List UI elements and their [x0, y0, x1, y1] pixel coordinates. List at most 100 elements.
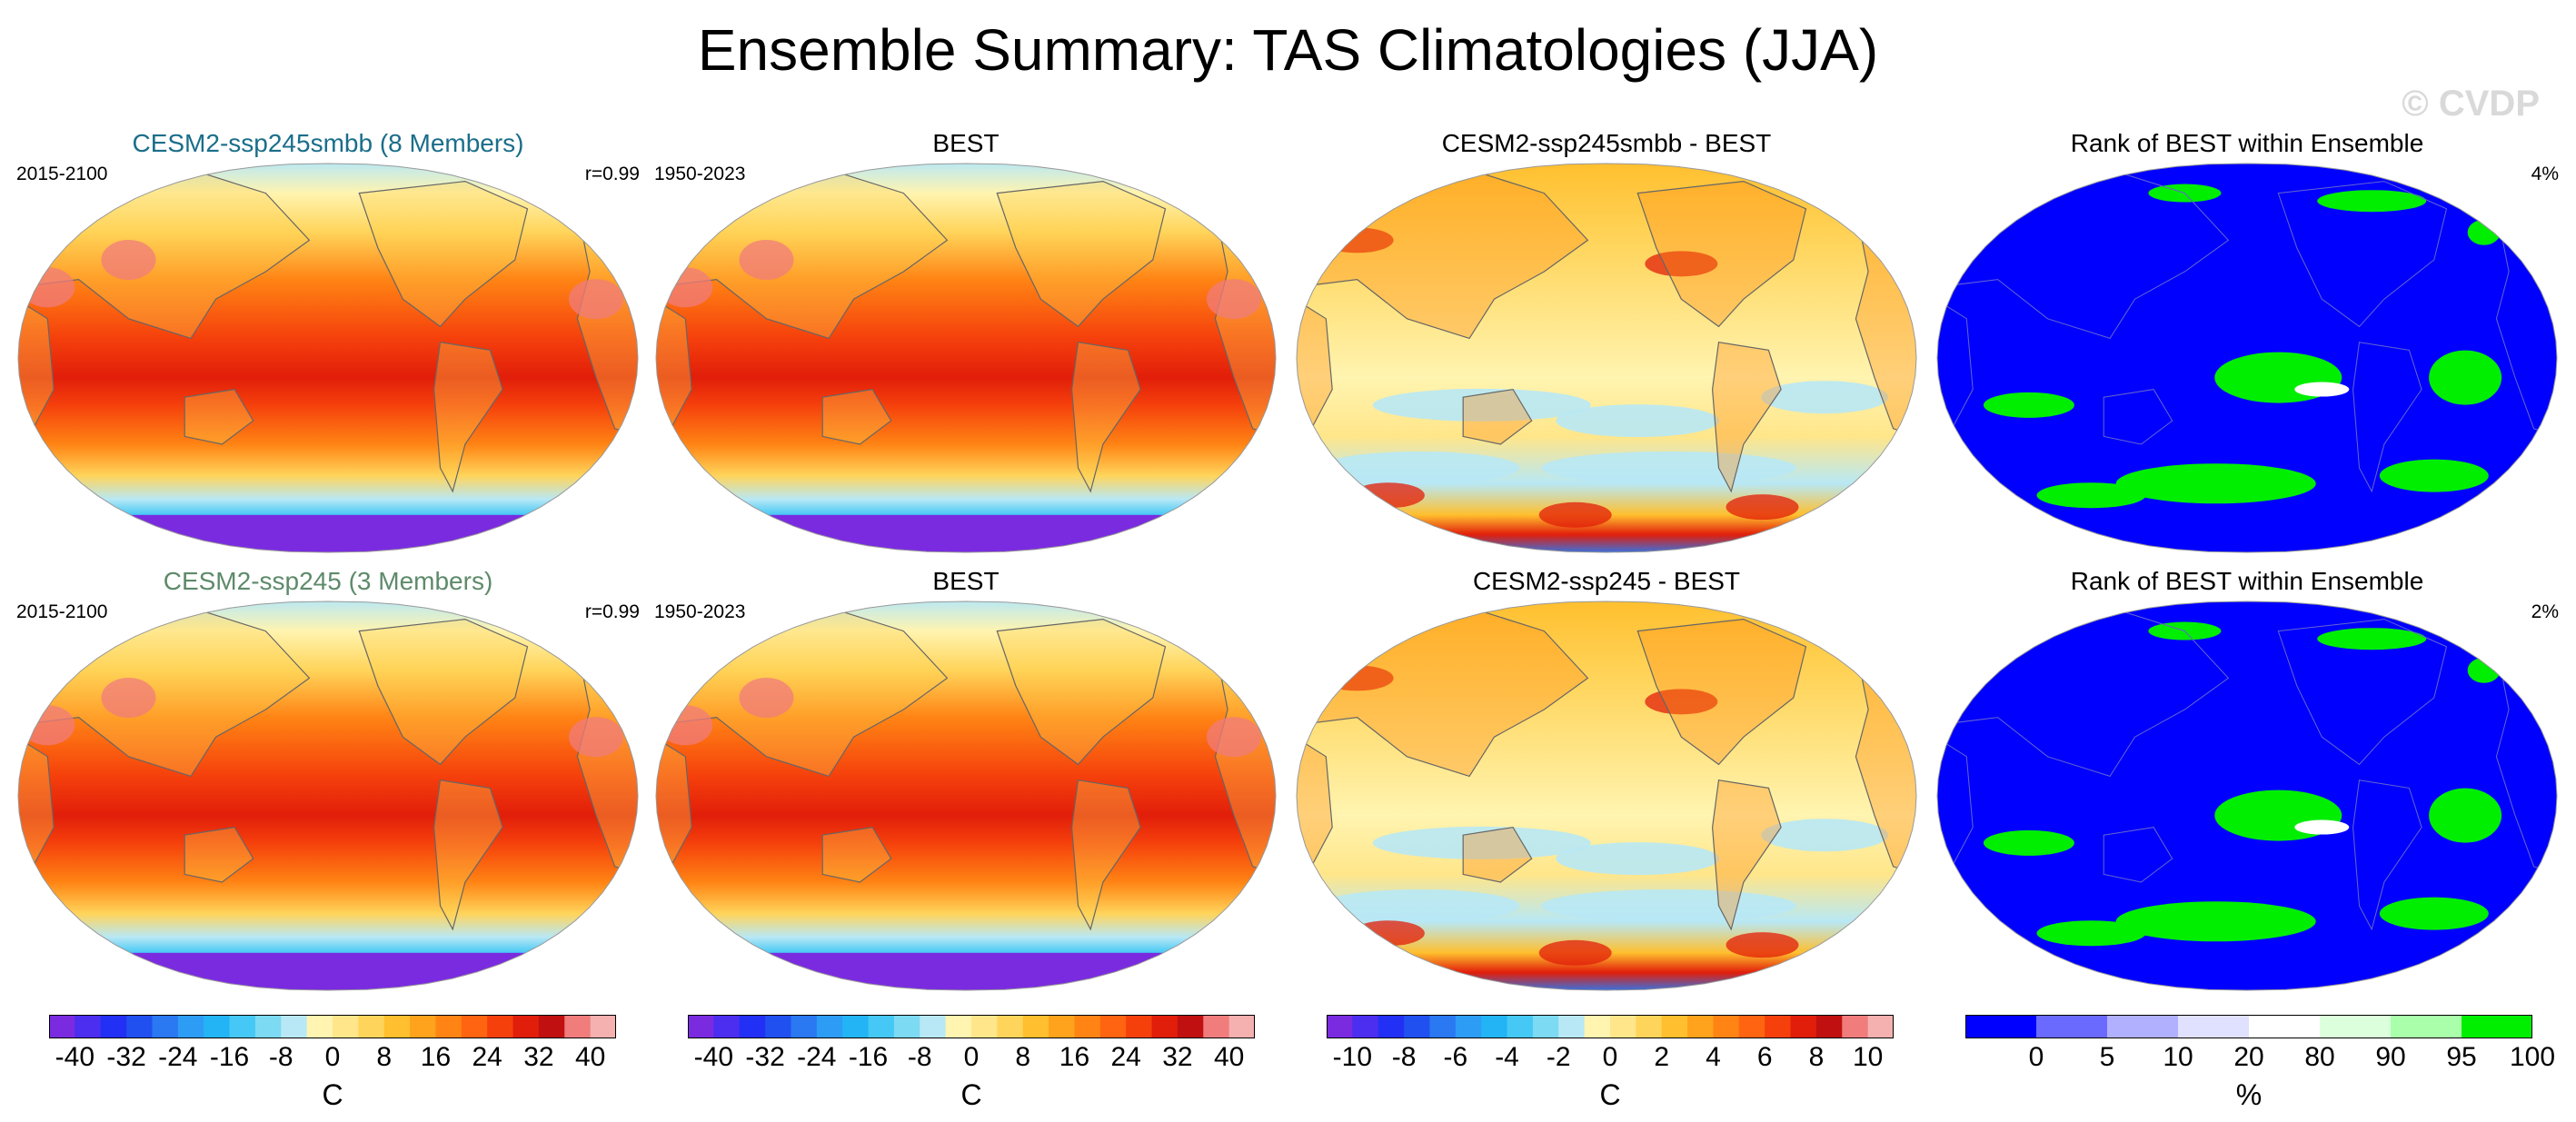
colorbar-swatch: [1074, 1015, 1101, 1038]
colorbar-tick-label: 24: [1110, 1042, 1141, 1072]
high-rank-region: [2467, 657, 2501, 683]
colorbar-swatch: [2036, 1015, 2108, 1038]
colorbar-swatch: [2107, 1015, 2179, 1038]
colorbar-swatch: [1842, 1015, 1869, 1038]
land-outline: [1462, 826, 1533, 883]
land-outline: [1937, 298, 1974, 437]
land-outline: [184, 388, 254, 445]
globe-outline: [17, 163, 639, 553]
colorbar-swatch: [75, 1015, 102, 1038]
panel-stat-label: r=0.99: [584, 601, 640, 622]
panel-stat-label: r=0.99: [584, 164, 640, 184]
panel-stat-label: 4%: [2531, 164, 2559, 184]
colorbar-swatch: [1151, 1015, 1179, 1038]
colorbar-swatch: [152, 1015, 179, 1038]
panel-period-label: 1950-2023: [654, 601, 746, 622]
colorbar-swatch: [383, 1015, 411, 1038]
colorbar-swatch: [1815, 1015, 1843, 1038]
globe-outline: [655, 163, 1277, 553]
panel-period-label: 2015-2100: [16, 164, 108, 184]
colorbar-frame: [1327, 1015, 1894, 1038]
high-rank-region: [2036, 482, 2146, 509]
warm-anomaly: [1351, 920, 1425, 947]
colorbar-tick-label: 24: [472, 1042, 502, 1072]
colorbar-tick-label: -4: [1495, 1042, 1519, 1072]
temperature-colorbar: [49, 1015, 616, 1038]
land-outline: [1070, 779, 1141, 931]
land-outline: [1462, 388, 1533, 445]
colorbar-tick-label: 32: [1162, 1042, 1193, 1072]
colorbar-swatch: [1965, 1015, 2037, 1038]
colorbar-swatch: [1429, 1015, 1457, 1038]
land-outline: [1070, 342, 1141, 493]
land-outline: [1937, 169, 2230, 339]
colorbar-tick-label: -40: [55, 1042, 95, 1072]
panel-title: Rank of BEST within Ensemble: [2070, 567, 2424, 595]
colorbar-swatch: [254, 1015, 282, 1038]
colorbar-swatch: [590, 1015, 616, 1038]
temperature-field: [656, 164, 1276, 552]
colorbar-swatch: [1352, 1015, 1379, 1038]
panel-period-label: 2015-2100: [16, 601, 108, 622]
land-outline: [996, 180, 1167, 328]
temperature-field: [18, 601, 638, 990]
high-rank-region: [1983, 392, 2074, 418]
warm-anomaly: [1538, 939, 1612, 966]
high-rank-region: [2467, 219, 2501, 245]
warm-anomaly: [1645, 251, 1718, 277]
rank-map: [1936, 601, 2558, 991]
colorbar-tick-label: 6: [1756, 1042, 1773, 1072]
colorbar-swatch: [1636, 1015, 1663, 1038]
warm-anomaly: [1726, 494, 1799, 521]
land-outline: [1711, 779, 1782, 931]
rank-map: [1936, 163, 2558, 553]
land-outline: [184, 826, 254, 883]
panel-title: CESM2-ssp245smbb (8 Members): [132, 129, 524, 157]
colorbar-swatch: [1584, 1015, 1611, 1038]
colorbar-swatch: [1507, 1015, 1534, 1038]
colorbar-swatch: [1790, 1015, 1817, 1038]
warm-anomaly: [1351, 482, 1425, 509]
land-outline: [433, 779, 503, 931]
colorbar-swatch: [920, 1015, 947, 1038]
high-rank-region: [2379, 897, 2489, 930]
colorbar-tick-label: -16: [848, 1042, 889, 1072]
rank-colorbar: [1965, 1015, 2532, 1038]
colorbar-swatch: [713, 1015, 741, 1038]
high-rank-region: [2317, 190, 2427, 213]
colorbar-swatch: [512, 1015, 540, 1038]
colorbar-tick-label: 80: [2304, 1042, 2335, 1072]
mid-rank-region: [2500, 213, 2519, 228]
warm-anomaly: [1538, 501, 1612, 528]
warm-anomaly: [1726, 932, 1799, 958]
colorbar-tick-label: -10: [1332, 1042, 1373, 1072]
colorbar-tick-label: -16: [209, 1042, 250, 1072]
colorbar-tick-label: 16: [1059, 1042, 1090, 1072]
land-outline: [1937, 736, 1974, 875]
hot-spot: [1206, 279, 1261, 320]
panel-stat-label: 2%: [2531, 601, 2559, 622]
temp-map: [655, 601, 1277, 991]
panel-title: BEST: [932, 567, 1000, 595]
colorbar-tick-label: 90: [2375, 1042, 2406, 1072]
temperature-colorbar: [688, 1015, 1255, 1038]
land-outline: [2277, 181, 2448, 328]
colorbar-swatch: [2178, 1015, 2250, 1038]
hot-spot: [658, 267, 713, 308]
colorbar-swatch: [2391, 1015, 2462, 1038]
colorbar-tick-label: 10: [1852, 1042, 1884, 1072]
colorbar-swatch: [281, 1015, 308, 1038]
colorbar-tick-label: 95: [2446, 1042, 2477, 1072]
colorbar-swatch: [1867, 1015, 1894, 1038]
colorbar-tick-label: -24: [158, 1042, 198, 1072]
difference-colorbar: [1327, 1015, 1894, 1038]
cool-anomaly: [1761, 381, 1889, 414]
colorbar-swatch: [1687, 1015, 1714, 1038]
colorbar-unit: %: [2235, 1078, 2263, 1111]
colorbar-tick-label: -8: [268, 1042, 293, 1072]
antarctica: [656, 952, 1276, 990]
hot-spot: [739, 240, 794, 280]
colorbar-tick-label: 8: [1015, 1042, 1031, 1072]
hot-spot: [658, 705, 713, 746]
land-outline: [1636, 180, 1807, 328]
